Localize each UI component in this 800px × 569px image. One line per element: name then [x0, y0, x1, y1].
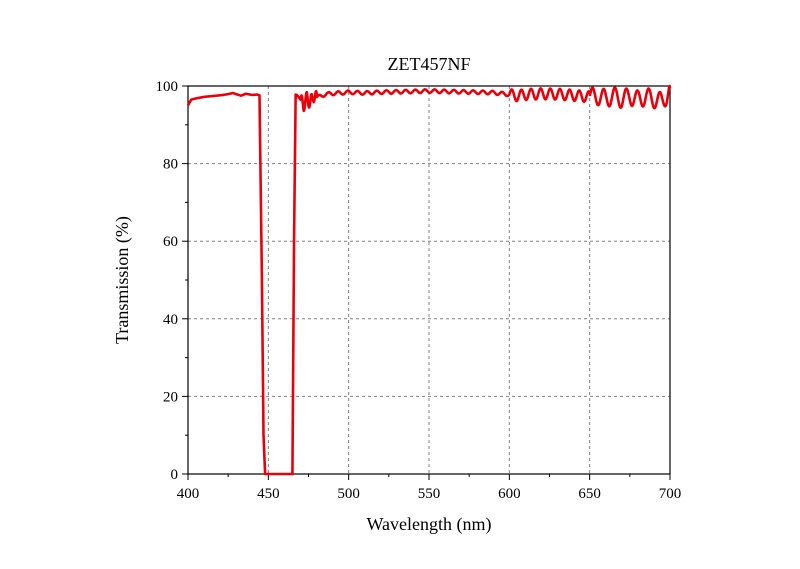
y-tick-label: 60	[163, 234, 178, 250]
y-tick-labels: 0 20 40 60 80 100	[156, 79, 179, 483]
series-layer	[186, 84, 672, 476]
x-tick-label: 500	[337, 486, 360, 502]
y-tick-label: 80	[163, 157, 178, 173]
x-tick-label: 400	[177, 486, 200, 502]
x-tick-label: 650	[578, 486, 601, 502]
y-axis-title: Transmission (%)	[112, 216, 133, 344]
y-tick-label: 40	[163, 312, 178, 328]
x-tick-label: 600	[498, 486, 521, 502]
x-tick-label: 700	[659, 486, 682, 502]
grid-lines	[188, 86, 670, 474]
y-tick-label: 100	[156, 79, 179, 95]
transmission-series-line	[186, 84, 672, 476]
chart-title: ZET457NF	[388, 54, 471, 74]
y-tick-label: 0	[171, 467, 179, 483]
axis-ticks	[182, 85, 671, 480]
x-tick-label: 550	[418, 486, 441, 502]
x-tick-label: 450	[257, 486, 280, 502]
x-axis-title: Wavelength (nm)	[366, 514, 491, 535]
y-tick-label: 20	[163, 389, 178, 405]
x-tick-labels: 400 450 500 550 600 650 700	[177, 486, 682, 502]
